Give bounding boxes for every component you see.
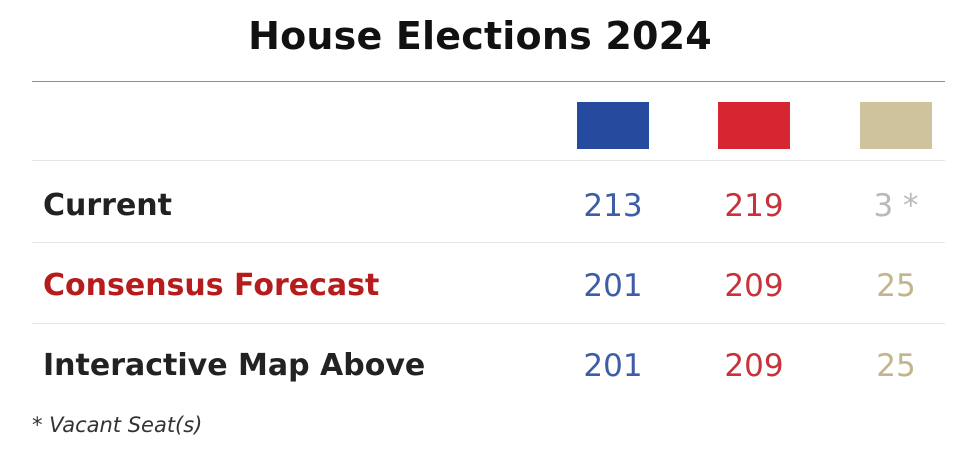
- row-label-interactive-map: Interactive Map Above: [43, 348, 426, 383]
- map-rep-seats: 209: [724, 348, 784, 384]
- current-dem-seats: 213: [583, 188, 643, 224]
- forecast-dem-seats: 201: [583, 268, 643, 304]
- row-label-consensus-forecast: Consensus Forecast: [43, 268, 380, 303]
- vacant-other-swatch: [860, 102, 932, 149]
- title-divider: [32, 81, 945, 82]
- democrat-swatch: [577, 102, 649, 149]
- row-divider: [32, 160, 945, 161]
- row-divider: [32, 242, 945, 243]
- map-other-seats: 25: [876, 348, 916, 384]
- row-divider: [32, 323, 945, 324]
- page-title: House Elections 2024: [248, 14, 712, 58]
- row-label-current: Current: [43, 188, 173, 223]
- forecast-other-seats: 25: [876, 268, 916, 304]
- current-other-seats: 3 *: [873, 188, 919, 224]
- footnote-vacant-seats: * Vacant Seat(s): [32, 413, 203, 437]
- map-dem-seats: 201: [583, 348, 643, 384]
- republican-swatch: [718, 102, 790, 149]
- forecast-rep-seats: 209: [724, 268, 784, 304]
- current-rep-seats: 219: [724, 188, 784, 224]
